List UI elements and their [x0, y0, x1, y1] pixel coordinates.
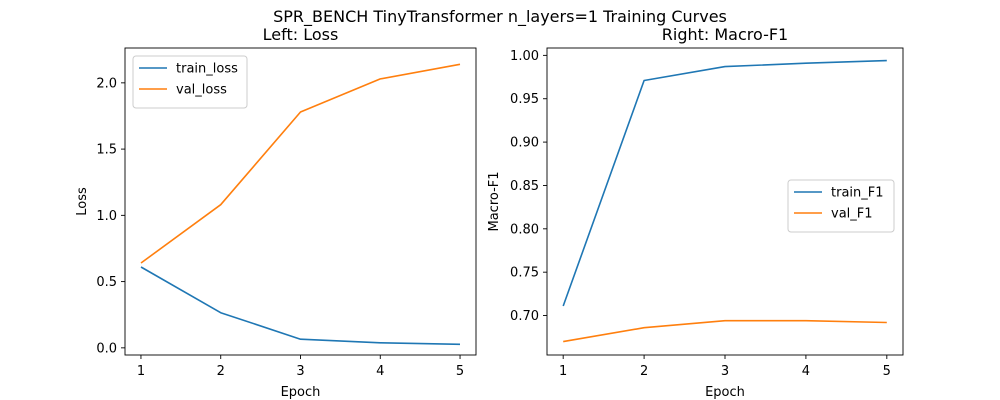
x-tick-label: 2: [640, 364, 648, 379]
x-tick-label: 3: [721, 364, 729, 379]
chart-title: Right: Macro-F1: [662, 25, 788, 44]
loss-chart: Left: Loss 1 2 3 4 5 0.0 0.5 1.0 1.5 2.0 Epoch Loss t…: [75, 25, 477, 400]
x-axis-label: Epoch: [705, 385, 745, 400]
x-tick-label: 3: [296, 364, 304, 379]
series-line-train_loss: [140, 266, 461, 346]
legend-box: [787, 179, 895, 233]
y-axis-label: Macro-F1: [487, 171, 502, 231]
y-tick-label: 0.75: [510, 266, 539, 281]
legend-box: [132, 55, 248, 109]
f1-chart: Right: Macro-F1 1 2 3 4 5 0.70 0.75 0.80 0.85 0.90…: [487, 25, 904, 400]
chart-title: Left: Loss: [263, 25, 339, 44]
y-tick-label: 1.00: [510, 49, 539, 64]
legend: train_F1 val_F1: [787, 179, 895, 233]
y-tick-label: 0.95: [510, 92, 539, 107]
y-tick-label: 0.80: [510, 222, 539, 237]
x-tick-label: 5: [456, 364, 464, 379]
series-line-train_F1: [562, 59, 887, 307]
x-tick-label: 1: [137, 364, 145, 379]
legend: train_loss val_loss: [132, 55, 248, 109]
x-tick-label: 4: [376, 364, 384, 379]
x-tick-label: 2: [217, 364, 225, 379]
legend-label-val_loss: val_loss: [176, 83, 227, 98]
x-axis-label: Epoch: [281, 385, 321, 400]
legend-label-train_loss: train_loss: [176, 62, 238, 77]
y-axis-label: Loss: [75, 187, 90, 216]
series-line-val_loss: [140, 63, 461, 264]
legend-label-train_F1: train_F1: [831, 186, 884, 201]
y-tick-label: 0.5: [96, 275, 117, 290]
x-tick-label: 1: [559, 364, 567, 379]
y-tick-label: 1.5: [96, 143, 117, 158]
x-tick-label: 5: [883, 364, 891, 379]
y-tick-label: 0.90: [510, 136, 539, 151]
y-tick-label: 0.70: [510, 309, 539, 324]
y-tick-label: 0.0: [96, 341, 117, 356]
y-tick-label: 1.0: [96, 209, 117, 224]
y-tick-label: 0.85: [510, 179, 539, 194]
figure-suptitle: SPR_BENCH TinyTransformer n_layers=1 Tra…: [273, 7, 727, 27]
x-tick-label: 4: [802, 364, 810, 379]
series-line-val_F1: [563, 319, 887, 343]
legend-label-val_F1: val_F1: [831, 207, 873, 222]
y-tick-label: 2.0: [96, 76, 117, 91]
